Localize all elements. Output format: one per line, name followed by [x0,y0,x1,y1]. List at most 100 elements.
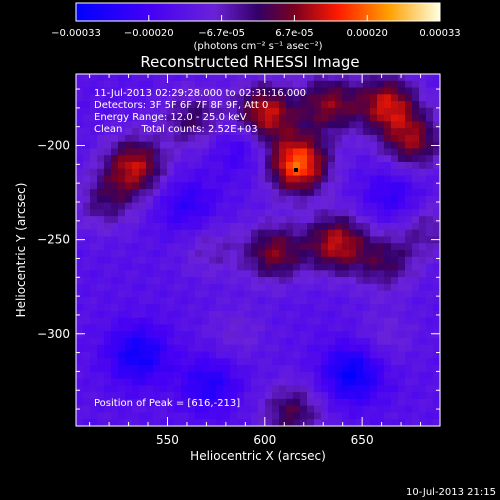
heatmap-cell [132,236,140,244]
heatmap-cell [125,351,133,359]
heatmap-cell [146,74,154,82]
heatmap-cell [160,283,168,292]
heatmap-cell [125,80,133,89]
heatmap-cell [111,107,119,116]
heatmap-cell [279,148,287,156]
heatmap-cell [412,358,420,366]
heatmap-cell [265,121,273,129]
heatmap-cell [405,419,413,427]
heatmap-cell [160,378,168,386]
heatmap-cell [391,101,399,109]
heatmap-cell [335,202,343,210]
heatmap-cell [286,385,294,393]
heatmap-cell [146,263,154,271]
heatmap-cell [174,175,182,183]
heatmap-cell [335,385,343,393]
heatmap-cell [195,236,203,244]
heatmap-cell [293,277,301,285]
heatmap-cell [83,189,91,197]
heatmap-cell [293,398,301,407]
heatmap-cell [111,189,119,197]
heatmap-cell [153,141,161,150]
heatmap-cell [83,378,91,386]
heatmap-cell [419,331,427,339]
heatmap-cell [195,412,203,420]
heatmap-cell [286,392,294,400]
heatmap-cell [132,202,140,210]
heatmap-cell [307,277,315,285]
heatmap-cell [181,148,189,156]
heatmap-cell [153,412,161,420]
heatmap-cell [237,148,245,156]
heatmap-cell [314,263,322,271]
heatmap-cell [293,87,301,95]
heatmap-cell [251,101,259,109]
heatmap-cell [118,229,126,238]
heatmap-cell [90,94,98,102]
heatmap-cell [384,371,392,380]
heatmap-cell [153,182,161,190]
heatmap-cell [293,114,301,122]
heatmap-cell [293,297,301,305]
heatmap-cell [370,263,378,271]
heatmap-cell [209,114,217,122]
heatmap-cell [363,283,371,292]
heatmap-cell [125,216,133,224]
heatmap-cell [230,398,238,407]
heatmap-cell [188,385,196,393]
heatmap-cell [174,250,182,258]
heatmap-cell [335,87,343,95]
heatmap-cell [125,141,133,150]
heatmap-cell [188,290,196,298]
heatmap-cell [83,80,91,89]
heatmap-cell [384,412,392,420]
heatmap-cell [265,317,273,326]
heatmap-cell [398,128,406,136]
heatmap-cell [153,277,161,285]
heatmap-cell [293,358,301,366]
heatmap-cell [433,392,441,400]
heatmap-cell [412,94,420,102]
heatmap-cell [160,195,168,204]
heatmap-cell [237,385,245,393]
heatmap-cell [111,385,119,393]
heatmap-cell [356,310,364,319]
heatmap-cell [314,412,322,420]
heatmap-cell [286,94,294,102]
heatmap-cell [391,182,399,190]
heatmap-cell [349,80,357,89]
heatmap-cell [125,236,133,244]
heatmap-cell [209,128,217,136]
heatmap-cell [328,263,336,271]
heatmap-cell [328,182,336,190]
heatmap-cell [139,392,147,400]
heatmap-cell [328,128,336,136]
heatmap-cell [258,175,266,183]
heatmap-cell [181,229,189,238]
heatmap-cell [328,365,336,373]
heatmap-cell [209,87,217,95]
heatmap-cell [265,412,273,420]
heatmap-cell [314,398,322,407]
heatmap-cell [139,398,147,407]
heatmap-cell [349,168,357,177]
heatmap-cell [377,256,385,265]
heatmap-cell [125,182,133,190]
heatmap-cell [300,141,308,150]
heatmap-cell [370,338,378,346]
heatmap-cell [160,229,168,238]
heatmap-cell [132,182,140,190]
heatmap-cell [202,87,210,95]
heatmap-cell [391,270,399,278]
heatmap-cell [307,162,315,170]
heatmap-cell [391,222,399,231]
heatmap-cell [293,419,301,427]
heatmap-cell [97,317,105,326]
heatmap-cell [174,155,182,163]
heatmap-cell [188,270,196,278]
heatmap-cell [377,358,385,366]
heatmap-cell [314,107,322,116]
heatmap-cell [90,277,98,285]
heatmap-cell [97,310,105,319]
heatmap-cell [405,114,413,122]
